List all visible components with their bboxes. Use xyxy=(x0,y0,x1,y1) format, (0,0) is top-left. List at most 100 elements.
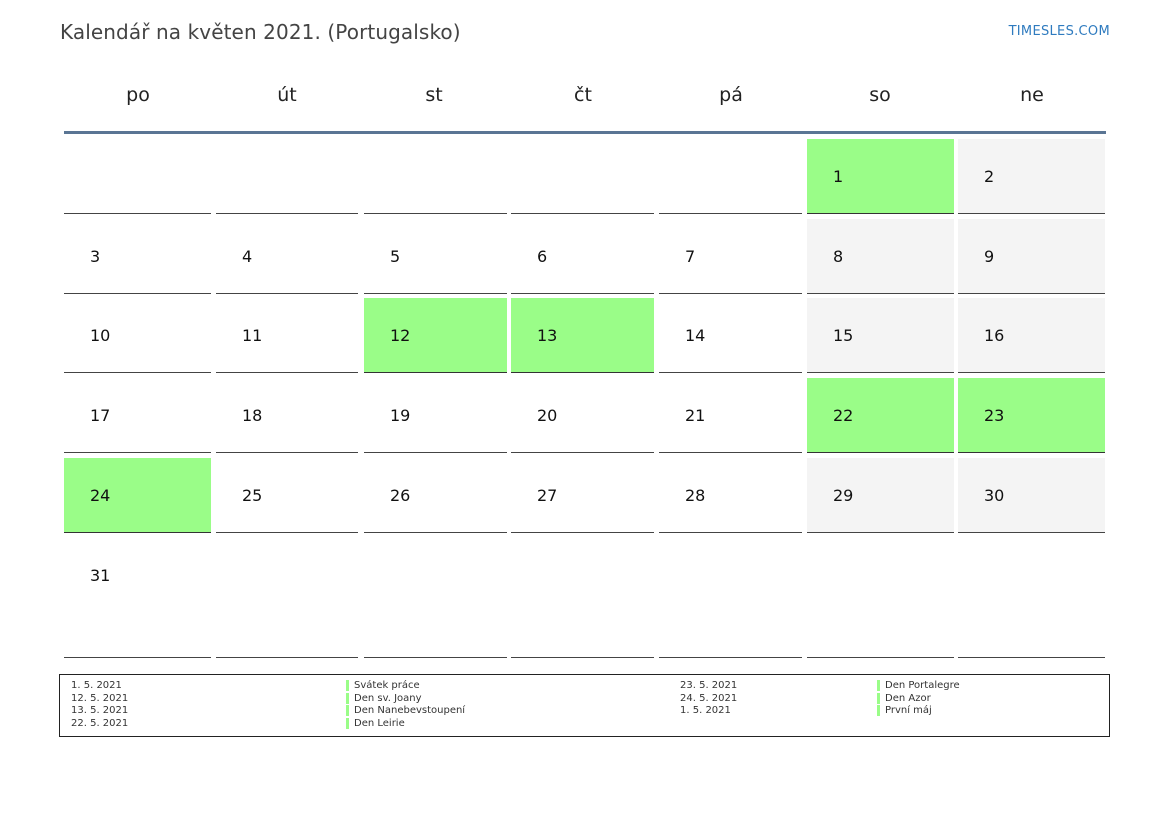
legend-right-names: Den Portalegre Den Azor První máj xyxy=(877,680,960,718)
day-number: 4 xyxy=(242,247,253,266)
day-number: 23 xyxy=(984,406,1005,425)
day-cell[interactable]: 30 xyxy=(958,458,1105,533)
day-number: 30 xyxy=(984,486,1005,505)
legend-holiday-name: Den sv. Joany xyxy=(346,692,465,706)
day-cell[interactable]: 18 xyxy=(216,378,358,453)
day-number: 14 xyxy=(685,326,706,345)
day-number: 11 xyxy=(242,326,263,345)
legend-holiday-name: První máj xyxy=(877,705,960,718)
day-cell[interactable]: 14 xyxy=(659,298,802,373)
weekday-1: út xyxy=(277,84,297,106)
day-number: 25 xyxy=(242,486,263,505)
day-cell[interactable]: 23 xyxy=(958,378,1105,453)
day-number: 6 xyxy=(537,247,548,266)
weekday-2: st xyxy=(425,84,443,106)
day-number: 31 xyxy=(90,566,111,585)
day-cell[interactable]: 13 xyxy=(511,298,654,373)
day-cell[interactable]: 27 xyxy=(511,458,654,533)
legend-date: 23. 5. 2021 xyxy=(680,680,738,691)
weekday-header-row: po út st čt pá so ne xyxy=(64,84,1106,114)
day-cell[interactable]: 20 xyxy=(511,378,654,453)
day-number: 1 xyxy=(833,167,844,186)
day-cell xyxy=(64,139,211,214)
day-cell[interactable]: 26 xyxy=(364,458,507,533)
weekday-0: po xyxy=(126,84,150,106)
day-cell xyxy=(511,139,654,214)
day-cell xyxy=(659,538,802,658)
day-cell[interactable]: 19 xyxy=(364,378,507,453)
day-cell[interactable]: 12 xyxy=(364,298,507,373)
day-cell[interactable]: 6 xyxy=(511,219,654,294)
weekday-5: so xyxy=(869,84,891,106)
day-cell[interactable]: 15 xyxy=(807,298,954,373)
legend-date: 1. 5. 2021 xyxy=(680,705,731,717)
day-number: 8 xyxy=(833,247,844,266)
day-cell[interactable]: 16 xyxy=(958,298,1105,373)
day-number: 7 xyxy=(685,247,696,266)
day-number: 26 xyxy=(390,486,411,505)
legend-left-dates: 1. 5. 2021 12. 5. 2021 13. 5. 2021 22. 5. 2… xyxy=(71,680,128,730)
day-number: 15 xyxy=(833,326,854,345)
weekday-4: pá xyxy=(719,84,743,106)
day-cell[interactable]: 24 xyxy=(64,458,211,533)
day-cell[interactable]: 2 xyxy=(958,139,1105,214)
day-cell[interactable]: 22 xyxy=(807,378,954,453)
weekday-6: ne xyxy=(1020,84,1044,106)
day-cell[interactable]: 29 xyxy=(807,458,954,533)
legend-holiday-name: Svátek práce xyxy=(346,680,465,693)
day-cell[interactable]: 21 xyxy=(659,378,802,453)
day-cell[interactable]: 10 xyxy=(64,298,211,373)
legend-holiday-name: Den Azor xyxy=(877,692,960,706)
day-cell xyxy=(511,538,654,658)
day-cell[interactable]: 11 xyxy=(216,298,358,373)
legend-left-names: Svátek práce Den sv. Joany Den Nanebevstou… xyxy=(346,680,465,730)
day-cell[interactable]: 28 xyxy=(659,458,802,533)
legend-date: 1. 5. 2021 xyxy=(71,680,122,691)
day-cell[interactable]: 25 xyxy=(216,458,358,533)
day-number: 13 xyxy=(537,326,558,345)
day-cell[interactable]: 31 xyxy=(64,538,211,658)
legend-date: 13. 5. 2021 xyxy=(71,705,129,717)
day-number: 20 xyxy=(537,406,558,425)
day-number: 28 xyxy=(685,486,706,505)
day-cell[interactable]: 4 xyxy=(216,219,358,294)
legend-holiday-name: Den Leirie xyxy=(346,717,465,731)
day-cell xyxy=(364,139,507,214)
day-number: 19 xyxy=(390,406,411,425)
day-number: 10 xyxy=(90,326,111,345)
legend-holiday-name: Den Portalegre xyxy=(877,680,960,693)
day-cell[interactable]: 1 xyxy=(807,139,954,214)
day-number: 3 xyxy=(90,247,101,266)
day-cell xyxy=(807,538,954,658)
day-cell xyxy=(364,538,507,658)
day-cell[interactable]: 7 xyxy=(659,219,802,294)
day-cell xyxy=(216,139,358,214)
day-cell xyxy=(216,538,358,658)
day-number: 9 xyxy=(984,247,995,266)
day-number: 18 xyxy=(242,406,263,425)
site-link[interactable]: TIMESLES.COM xyxy=(1008,24,1110,39)
day-cell xyxy=(958,538,1105,658)
day-number: 2 xyxy=(984,167,995,186)
legend-date: 22. 5. 2021 xyxy=(71,717,129,729)
day-number: 5 xyxy=(390,247,401,266)
legend-date: 24. 5. 2021 xyxy=(680,692,738,704)
day-cell[interactable]: 17 xyxy=(64,378,211,453)
weekday-3: čt xyxy=(574,84,592,106)
legend-date: 12. 5. 2021 xyxy=(71,692,129,704)
day-number: 22 xyxy=(833,406,854,425)
page-title: Kalendář na květen 2021. (Portugalsko) xyxy=(60,20,461,44)
day-number: 16 xyxy=(984,326,1005,345)
day-cell[interactable]: 8 xyxy=(807,219,954,294)
day-number: 24 xyxy=(90,486,111,505)
header-divider xyxy=(64,131,1106,134)
day-cell[interactable]: 9 xyxy=(958,219,1105,294)
day-number: 12 xyxy=(390,326,411,345)
holiday-legend: 1. 5. 2021 12. 5. 2021 13. 5. 2021 22. 5. 2… xyxy=(59,674,1110,737)
day-number: 17 xyxy=(90,406,111,425)
day-number: 29 xyxy=(833,486,854,505)
day-cell[interactable]: 3 xyxy=(64,219,211,294)
legend-holiday-name: Den Nanebevstoupení xyxy=(346,705,465,718)
day-cell[interactable]: 5 xyxy=(364,219,507,294)
day-cell xyxy=(659,139,802,214)
